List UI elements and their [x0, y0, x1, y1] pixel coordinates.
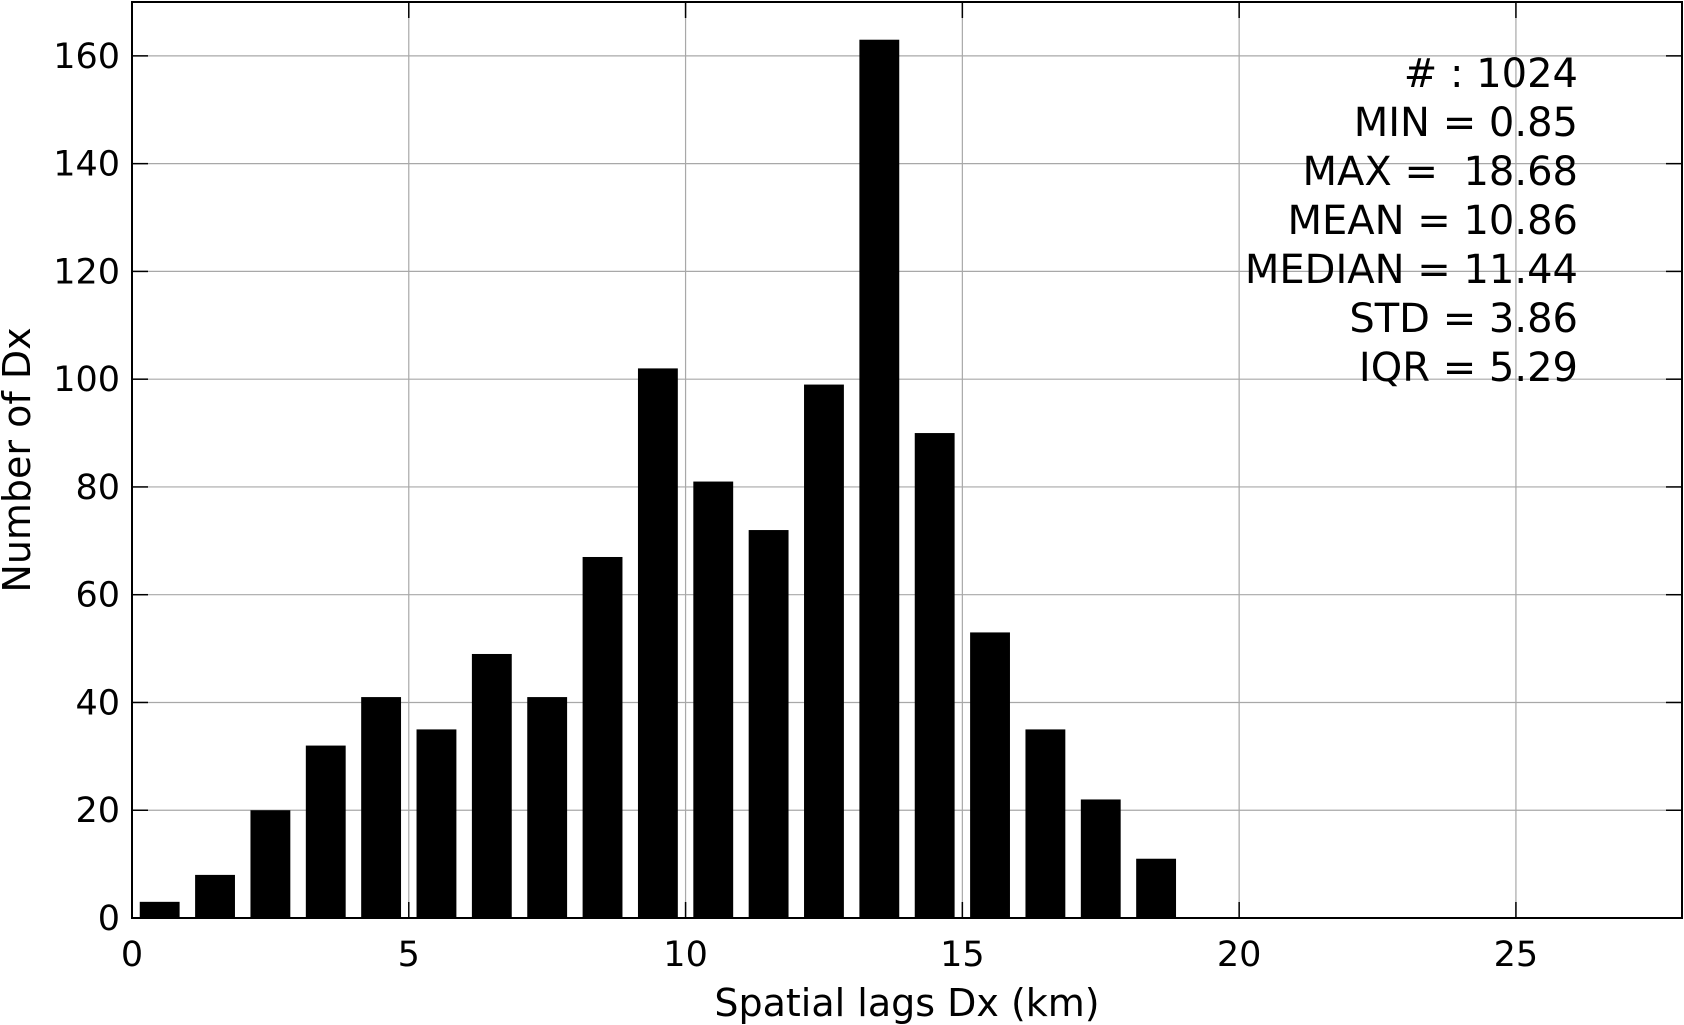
y-tick-label: 40 [75, 683, 120, 723]
x-tick-label: 5 [398, 935, 420, 975]
x-tick-label: 20 [1217, 935, 1262, 975]
ticks [131, 2, 1682, 919]
bar [1080, 799, 1121, 918]
x-axis-label: Spatial lags Dx (km) [714, 981, 1099, 1025]
bar [471, 653, 512, 918]
bar [139, 901, 180, 918]
stats-line: STD = 3.86 [1349, 296, 1578, 342]
bar [748, 530, 789, 918]
bar [859, 39, 900, 918]
bar [416, 729, 457, 918]
y-tick-label: 20 [75, 791, 120, 831]
y-tick-label: 160 [53, 37, 120, 77]
bar [693, 481, 734, 918]
bar [527, 697, 568, 918]
stats-line: MAX = 18.68 [1303, 149, 1578, 195]
stats-line: IQR = 5.29 [1359, 345, 1578, 391]
bars [139, 39, 1177, 918]
bar [637, 368, 678, 918]
y-tick-label: 100 [53, 360, 120, 400]
y-tick-labels: 0 20 40 60 80 100 120 140 160 [53, 37, 120, 939]
y-tick-label: 80 [75, 468, 120, 508]
stats-line: # : 1024 [1404, 51, 1578, 97]
stats-line: MEAN = 10.86 [1287, 198, 1578, 244]
bar [250, 810, 291, 918]
bar [582, 556, 623, 918]
y-tick-label: 140 [53, 145, 120, 185]
bar [305, 745, 346, 918]
x-tick-label: 15 [940, 935, 985, 975]
bar [970, 632, 1010, 918]
bar [914, 433, 955, 918]
x-tick-label: 0 [121, 935, 143, 975]
y-axis-label: Number of Dx [0, 327, 39, 592]
x-tick-label: 10 [663, 935, 708, 975]
stats-line: MEDIAN = 11.44 [1245, 247, 1578, 293]
bar [361, 697, 402, 918]
bar [804, 384, 844, 918]
stats-line: MIN = 0.85 [1354, 100, 1578, 146]
y-tick-label: 60 [75, 576, 120, 616]
y-tick-label: 120 [53, 252, 120, 292]
bar [1025, 729, 1066, 918]
bar [1136, 858, 1177, 918]
plot-frame [131, 1, 1683, 919]
bar [195, 874, 235, 918]
y-tick-label: 0 [98, 899, 120, 939]
grid [131, 2, 1682, 919]
x-tick-labels: 0 5 10 15 20 25 [121, 935, 1538, 975]
x-tick-label: 25 [1494, 935, 1539, 975]
